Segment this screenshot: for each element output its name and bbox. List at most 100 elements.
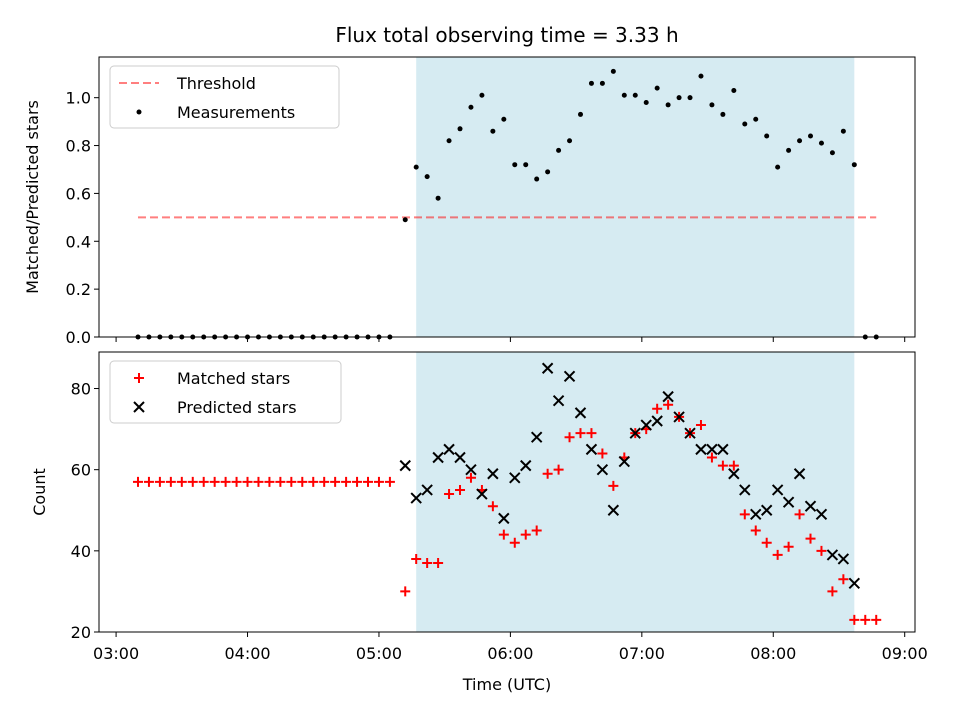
marker-measurement [446, 138, 452, 144]
marker-measurement [457, 126, 463, 132]
marker-matched [253, 476, 264, 487]
marker-matched [816, 545, 827, 556]
marker-matched [242, 476, 253, 487]
marker-predicted [815, 508, 828, 521]
marker-matched [319, 476, 330, 487]
marker-measurement [556, 147, 562, 153]
marker-matched [739, 509, 750, 520]
x-tick-label: 04:00 [224, 644, 270, 663]
marker-measurement [786, 147, 792, 153]
marker-matched [341, 476, 352, 487]
marker-predicted [596, 463, 609, 476]
observing-window [416, 57, 855, 337]
marker-measurement [413, 164, 419, 170]
marker-predicted [826, 549, 839, 561]
y-tick-label: 0.4 [66, 232, 91, 251]
axes-frame [98, 56, 916, 338]
legend: Threshold Measurements [109, 65, 340, 129]
marker-measurement [818, 140, 824, 146]
marker-matched [750, 525, 761, 536]
marker-predicted [728, 468, 740, 480]
marker-measurement [435, 195, 441, 201]
marker-predicted [640, 419, 652, 431]
marker-measurement [753, 116, 759, 122]
marker-predicted [706, 443, 718, 456]
marker-measurement [731, 88, 737, 94]
chart-title: Flux total observing time = 3.33 h [335, 23, 678, 47]
marker-matched [352, 476, 363, 487]
axes-frame [98, 351, 916, 633]
marker-measurement [676, 95, 682, 101]
marker-matched [553, 464, 564, 475]
marker-matched [187, 476, 198, 487]
x-tick-label: 09:00 [882, 644, 928, 663]
marker-matched [761, 537, 772, 548]
panel-star-count: 20 40 60 80 03:00 04:00 05:00 06:00 07:00 08:00 09… [30, 351, 928, 663]
marker-measurement [599, 80, 605, 86]
marker-measurement [588, 80, 594, 86]
y-tick-label: 0.8 [66, 137, 91, 156]
marker-matched [176, 476, 187, 487]
marker-matched [652, 403, 663, 414]
y-tick-label: 1.0 [66, 89, 91, 108]
marker-measurement [698, 73, 704, 79]
marker-matched [542, 468, 553, 479]
marker-measurement [567, 138, 573, 144]
y-tick-label: 0.6 [66, 184, 91, 203]
marker-predicted [717, 443, 729, 456]
marker-measurement [720, 111, 726, 117]
marker-predicted [804, 500, 817, 512]
marker-matched [308, 476, 319, 487]
marker-predicted [585, 443, 598, 456]
legend-label: Matched stars [177, 369, 290, 388]
marker-predicted [782, 496, 795, 508]
marker-matched [286, 476, 297, 487]
marker-matched [143, 476, 154, 487]
marker-predicted [848, 577, 861, 590]
x-tick-label: 07:00 [619, 644, 665, 663]
x-axis-label: Time (UTC) [462, 675, 551, 694]
marker-predicted [618, 455, 631, 468]
marker-matched [838, 574, 849, 585]
y-tick-label: 60 [71, 461, 91, 480]
marker-predicted [662, 390, 674, 403]
marker-predicted [771, 484, 784, 496]
marker-matched [520, 529, 531, 540]
marker-measurement [424, 174, 430, 180]
marker-predicted [465, 463, 477, 476]
marker-measurement [523, 162, 529, 168]
marker-matched [465, 472, 476, 483]
legend-matched-swatch [134, 373, 144, 383]
marker-measurement [829, 150, 835, 156]
x-tick-label: 08:00 [750, 644, 796, 663]
marker-matched [706, 452, 717, 463]
marker-measurement [797, 138, 803, 144]
marker-matched [275, 476, 286, 487]
marker-matched [575, 428, 586, 439]
marker-matched [860, 614, 871, 625]
marker-matched [455, 484, 466, 495]
marker-measurement [851, 162, 857, 168]
marker-predicted [563, 370, 576, 383]
marker-matched [231, 476, 242, 487]
marker-matched [433, 558, 444, 569]
marker-predicted [760, 504, 773, 516]
marker-predicted [498, 512, 510, 525]
legend-label: Measurements [177, 103, 295, 122]
marker-matched [564, 432, 575, 443]
marker-matched [400, 586, 411, 597]
marker-matched [827, 586, 838, 597]
marker-matched [608, 480, 619, 491]
marker-matched [586, 428, 597, 439]
marker-matched [663, 399, 674, 410]
marker-matched [772, 549, 783, 560]
marker-predicted [476, 488, 488, 500]
marker-measurement [402, 217, 408, 223]
marker-measurement [764, 133, 770, 139]
marker-predicted [739, 484, 751, 496]
marker-matched [363, 476, 374, 487]
marker-matched [794, 509, 805, 520]
marker-measurement [545, 169, 551, 175]
series-x [399, 362, 861, 590]
